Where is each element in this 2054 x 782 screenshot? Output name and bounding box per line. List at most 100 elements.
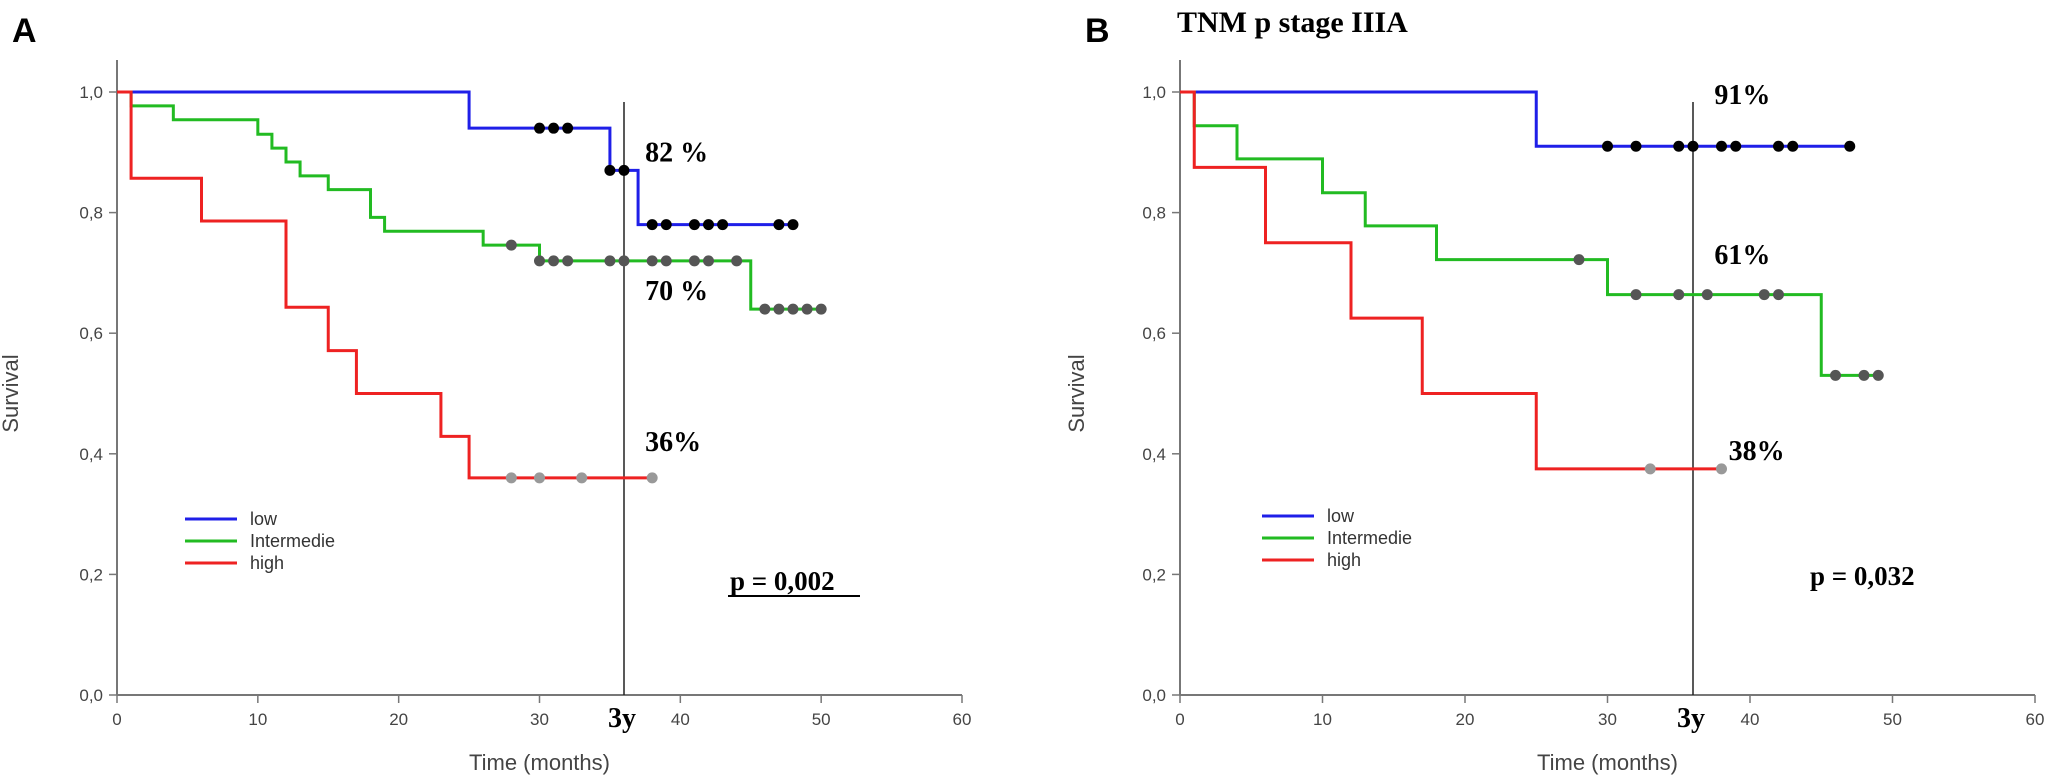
- survival-annotation: 91%: [1714, 80, 1770, 111]
- y-tick-label: 1,0: [79, 83, 103, 102]
- censor-mark: [1758, 289, 1770, 301]
- panel-letter: A: [12, 12, 37, 50]
- censor-mark: [562, 122, 574, 134]
- censor-mark: [660, 255, 672, 267]
- y-tick-label: 0,0: [1142, 686, 1166, 705]
- x-tick-label: 30: [1598, 710, 1617, 729]
- censor-mark: [688, 219, 700, 231]
- reference-line-label: 3y: [608, 703, 636, 734]
- censor-mark: [604, 164, 616, 176]
- y-tick-label: 0,6: [79, 324, 103, 343]
- y-tick-label: 0,0: [79, 686, 103, 705]
- panel-letter: B: [1085, 12, 1110, 50]
- y-axis-label: Survival: [0, 354, 23, 432]
- censor-mark: [604, 255, 616, 267]
- panel-title: TNM p stage IIIA: [1177, 6, 1408, 39]
- censor-mark: [1716, 463, 1727, 475]
- censor-mark: [534, 255, 545, 267]
- censor-mark: [534, 122, 545, 134]
- x-axis-label: Time (months): [1537, 750, 1678, 775]
- p-value: p = 0,002: [730, 566, 835, 596]
- x-tick-label: 60: [2026, 710, 2045, 729]
- x-tick-label: 60: [953, 710, 972, 729]
- x-tick-label: 40: [671, 710, 690, 729]
- censor-mark: [548, 255, 560, 267]
- x-tick-label: 40: [1741, 710, 1760, 729]
- censor-mark: [688, 255, 700, 267]
- x-tick-label: 0: [1175, 710, 1184, 729]
- censor-mark: [1687, 140, 1699, 152]
- censor-mark: [717, 219, 729, 231]
- x-tick-label: 20: [389, 710, 408, 729]
- y-tick-label: 1,0: [1142, 83, 1166, 102]
- censor-mark: [646, 472, 658, 484]
- legend-label: high: [250, 553, 284, 573]
- y-tick-label: 0,2: [79, 565, 103, 584]
- survival-annotation: 82 %: [645, 137, 708, 168]
- censor-mark: [1573, 254, 1585, 266]
- y-tick-label: 0,8: [1142, 204, 1166, 223]
- chart-panel-b: B TNM p stage IIIA 0,0 0,2 0,4 0,6 0,8 1,0 0 10 20…: [1064, 6, 2044, 775]
- survival-annotation: 70 %: [645, 276, 708, 307]
- censor-mark: [576, 472, 588, 484]
- survival-annotation: 38%: [1729, 436, 1785, 467]
- censor-mark: [1673, 289, 1685, 301]
- censor-mark: [787, 303, 799, 315]
- censor-mark: [618, 255, 630, 267]
- x-tick-label: 10: [1313, 710, 1332, 729]
- x-tick-label: 10: [248, 710, 267, 729]
- censor-mark: [1787, 140, 1799, 152]
- series-line-low: [117, 90, 793, 227]
- x-tick-label: 20: [1456, 710, 1475, 729]
- censor-mark: [1730, 140, 1742, 152]
- censor-mark: [1701, 289, 1713, 301]
- censor-mark: [505, 239, 517, 251]
- y-tick-label: 0,4: [79, 445, 103, 464]
- reference-line-label: 3y: [1677, 703, 1705, 734]
- x-tick-label: 0: [112, 710, 121, 729]
- series-line-intermedie: [1180, 90, 1879, 377]
- censor-mark: [1716, 140, 1727, 152]
- censor-mark: [1773, 140, 1784, 152]
- censor-mark: [1644, 463, 1656, 475]
- legend-label: Intermedie: [250, 531, 335, 551]
- x-tick-label: 50: [812, 710, 831, 729]
- p-value: p = 0,032: [1810, 561, 1915, 591]
- censor-mark: [759, 303, 771, 315]
- censor-mark: [1630, 289, 1642, 301]
- censor-mark: [731, 255, 743, 267]
- legend-label: high: [1327, 550, 1361, 570]
- censor-mark: [1630, 140, 1642, 152]
- y-tick-label: 0,4: [1142, 445, 1166, 464]
- censor-mark: [773, 219, 785, 231]
- censor-mark: [1858, 369, 1870, 381]
- series-line-high: [1180, 90, 1722, 471]
- censor-mark: [505, 472, 517, 484]
- censor-mark: [646, 219, 658, 231]
- censor-mark: [1830, 369, 1841, 381]
- censor-mark: [787, 219, 799, 231]
- legend-label: Intermedie: [1327, 528, 1412, 548]
- censor-mark: [703, 219, 714, 231]
- chart-panel-a: A 0,0 0,2 0,4 0,6 0,8 1,0 0 10 20 30 40 50 60 Time (mo…: [0, 12, 971, 775]
- censor-mark: [1773, 289, 1784, 301]
- series-line-high: [117, 90, 653, 480]
- censor-mark: [562, 255, 574, 267]
- legend-label: low: [250, 509, 278, 529]
- y-tick-label: 0,2: [1142, 565, 1166, 584]
- series-line-intermedie: [117, 90, 822, 311]
- survival-annotation: 36%: [645, 427, 701, 458]
- y-tick-label: 0,6: [1142, 324, 1166, 343]
- censor-mark: [646, 255, 658, 267]
- censor-mark: [815, 303, 827, 315]
- survival-annotation: 61%: [1714, 240, 1770, 271]
- y-axis-label: Survival: [1064, 354, 1089, 432]
- censor-mark: [1602, 140, 1613, 152]
- y-tick-label: 0,8: [79, 204, 103, 223]
- censor-mark: [548, 122, 560, 134]
- x-tick-label: 50: [1883, 710, 1902, 729]
- censor-mark: [534, 472, 545, 484]
- legend-label: low: [1327, 506, 1355, 526]
- censor-mark: [618, 164, 630, 176]
